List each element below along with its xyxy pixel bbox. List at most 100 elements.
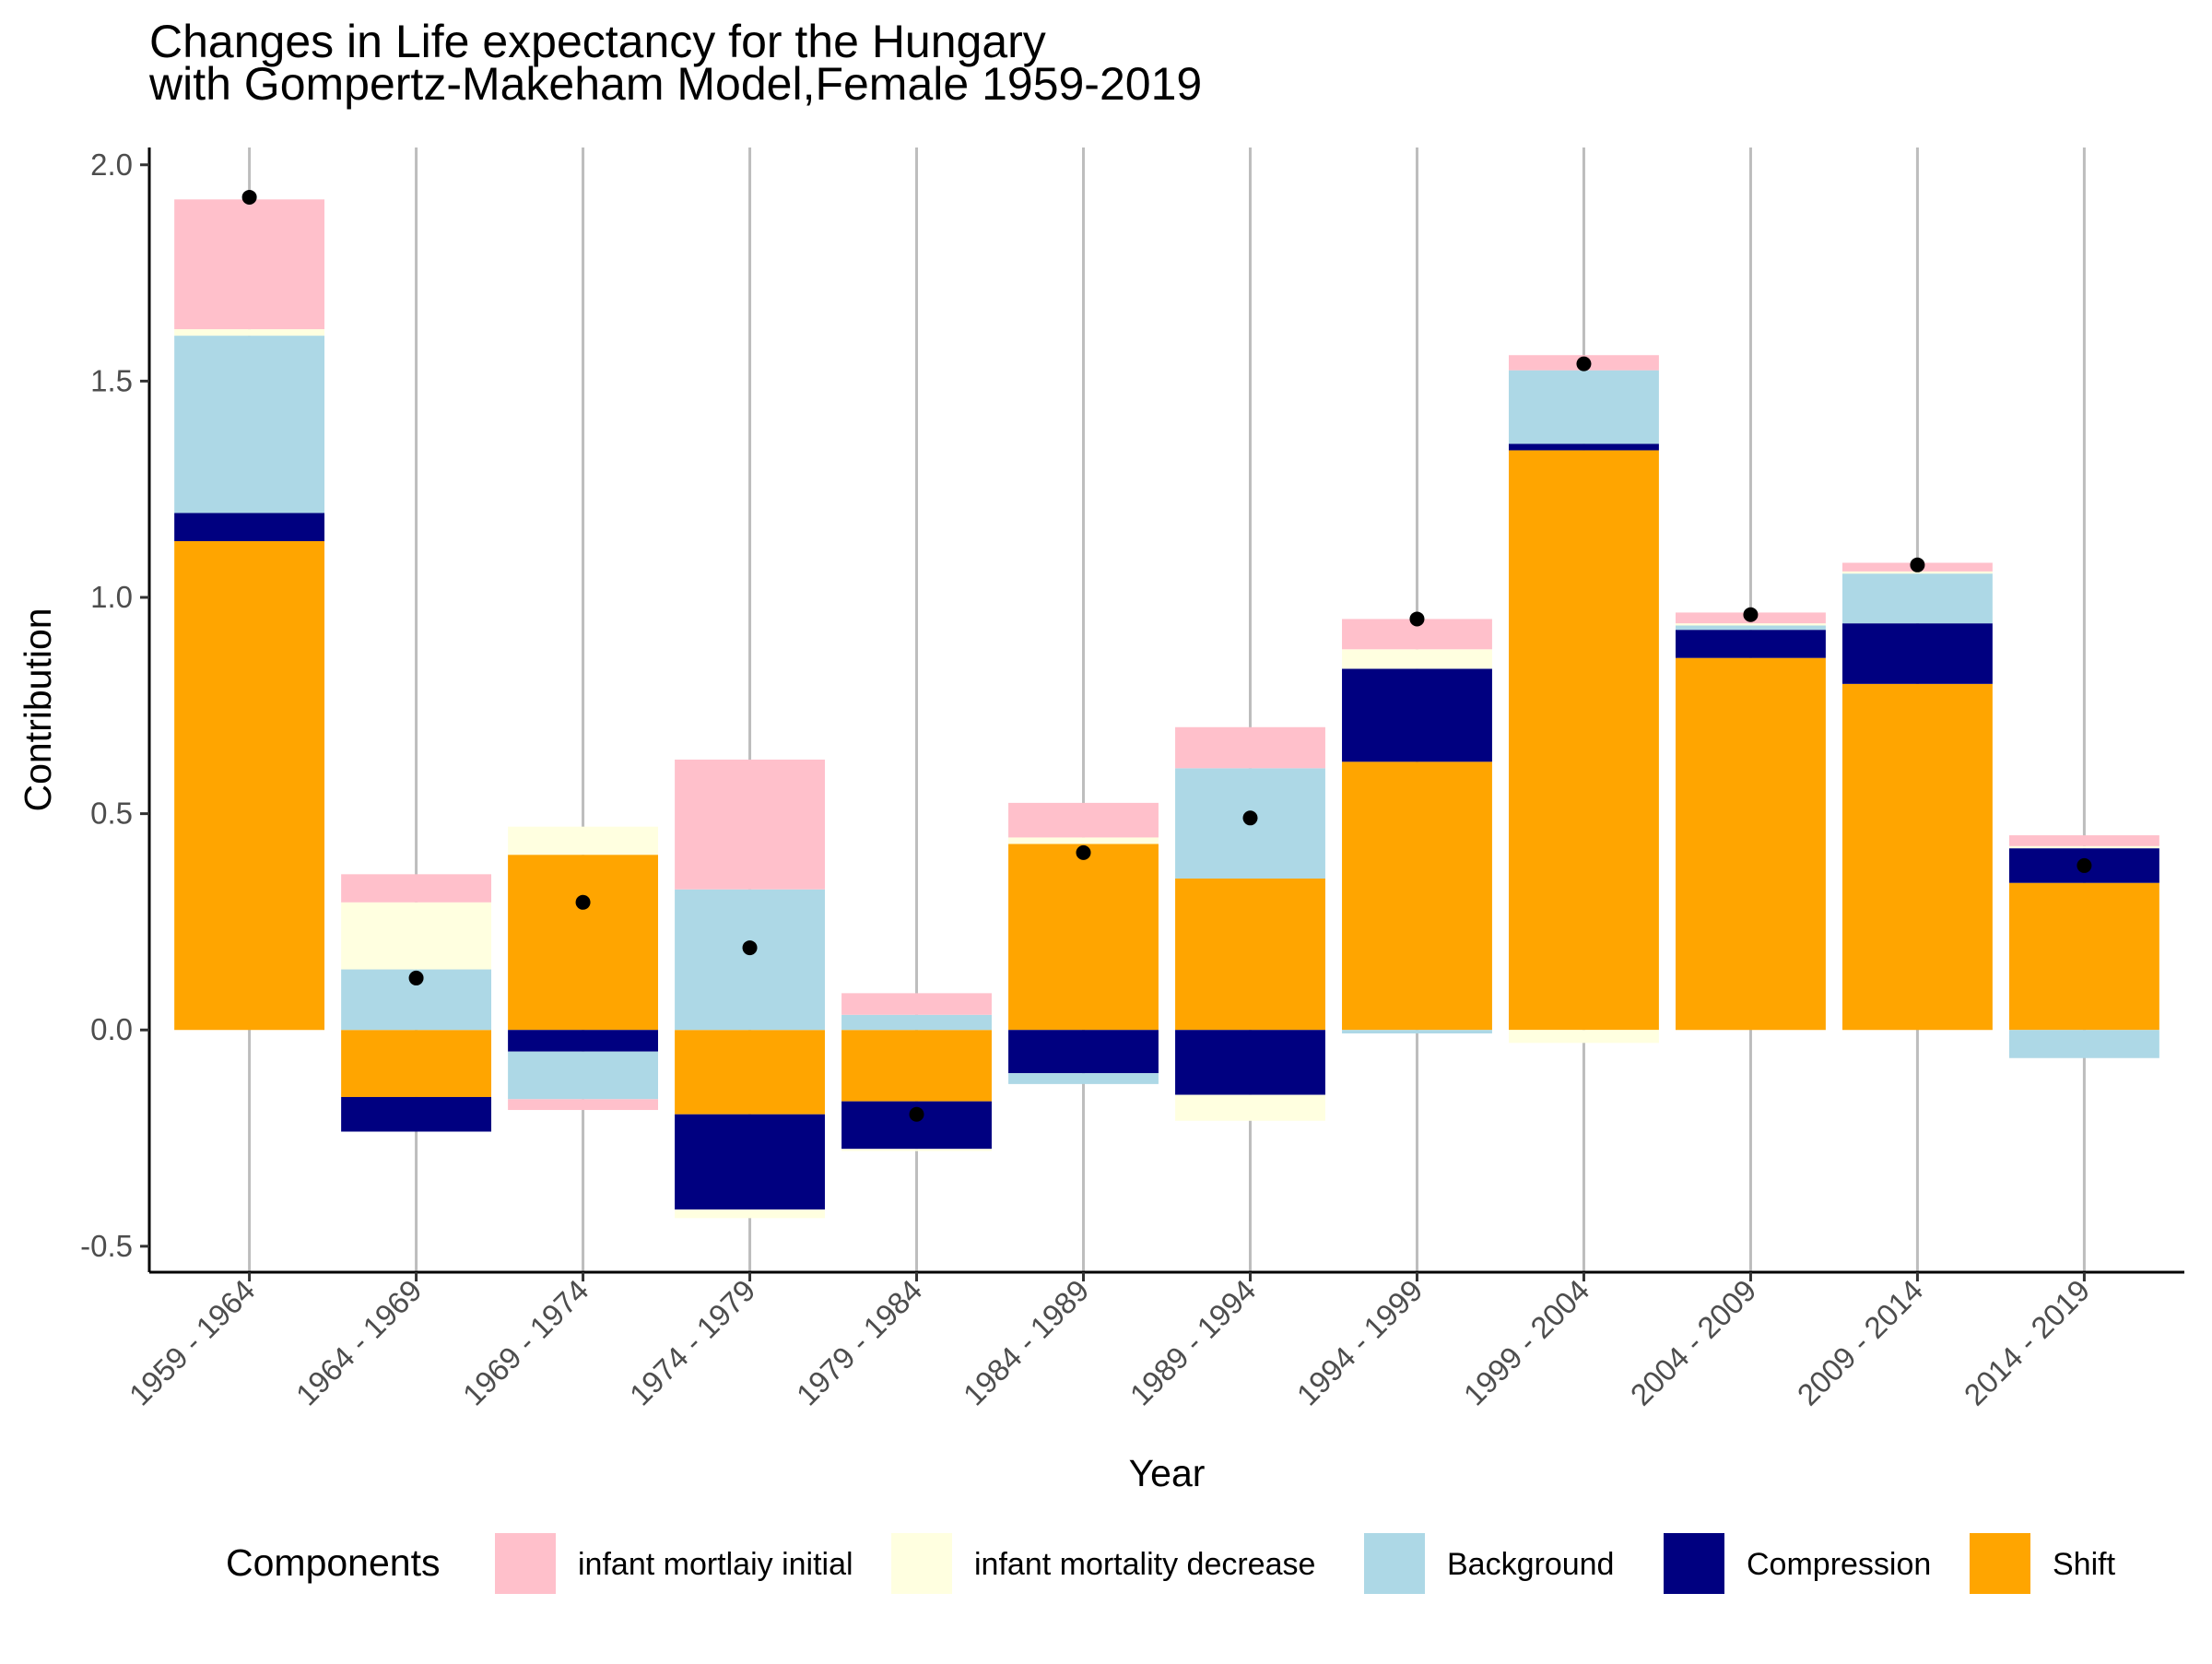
bars-group: [174, 199, 2159, 1219]
bar-segment: [174, 199, 325, 330]
y-tick-label: 0.5: [90, 797, 133, 831]
bar-segment: [675, 1114, 825, 1210]
bar-segment: [1008, 837, 1159, 844]
total-point: [1409, 611, 1425, 627]
bar-segment: [675, 1030, 825, 1115]
bar-segment: [1841, 573, 1993, 624]
x-tick-label: 1974 - 1979: [623, 1273, 762, 1412]
total-point: [1076, 844, 1091, 860]
bar-segment: [508, 855, 658, 1031]
bar-segment: [341, 902, 492, 970]
x-axis-title: Year: [1129, 1452, 1206, 1494]
x-tick-label: 2014 - 2019: [1958, 1273, 2097, 1412]
bar-segment: [1841, 683, 1993, 1031]
total-point: [1910, 557, 1925, 572]
bar-segment: [1509, 450, 1659, 1031]
bar-segment: [508, 826, 658, 856]
bar-segment: [841, 1030, 992, 1102]
total-point: [2077, 857, 2092, 873]
bar-segment: [1175, 726, 1325, 769]
bar-segment: [841, 993, 992, 1015]
bar-segment: [1342, 649, 1492, 669]
legend: Components infant mortlaiy initial infant …: [226, 1533, 2116, 1594]
bar-segment: [1342, 761, 1492, 1031]
legend-swatch: [1970, 1533, 2030, 1594]
y-tick-label: 1.5: [90, 363, 133, 397]
total-point: [1242, 810, 1258, 826]
bar-segment: [1008, 1073, 1159, 1084]
bar-segment: [675, 759, 825, 890]
bar-segment: [341, 874, 492, 903]
x-tick-label: 1964 - 1969: [289, 1273, 429, 1412]
legend-label: Compression: [1747, 1547, 1931, 1582]
x-tick-label: 1979 - 1984: [790, 1273, 929, 1412]
total-point: [575, 894, 591, 910]
bar-segment: [508, 1051, 658, 1100]
bar-segment: [2008, 882, 2159, 1031]
legend-label: Background: [1447, 1547, 1614, 1582]
bar-segment: [1342, 1030, 1492, 1033]
x-tick-label: 1989 - 1994: [1124, 1273, 1263, 1412]
bar-segment: [174, 336, 325, 513]
legend-label: infant mortlaiy initial: [578, 1547, 853, 1582]
bar-segment: [2008, 845, 2159, 849]
bar-segment: [2008, 1030, 2159, 1058]
bar-segment: [1175, 879, 1325, 1031]
bar-segment: [341, 1030, 492, 1097]
legend-swatch: [495, 1533, 556, 1594]
y-tick-label: 0.0: [90, 1012, 133, 1046]
total-point: [1576, 356, 1592, 372]
bar-segment: [1841, 571, 1993, 574]
total-point: [909, 1106, 924, 1122]
bar-segment: [1676, 630, 1826, 658]
total-point: [1743, 607, 1759, 622]
legend-label: infant mortality decrease: [974, 1547, 1315, 1582]
bar-segment: [1008, 802, 1159, 838]
bar-segment: [1175, 1094, 1325, 1121]
x-tick-label: 1999 - 2004: [1457, 1273, 1596, 1412]
y-tick-label: 1.0: [90, 580, 133, 614]
legend-label: Shift: [2053, 1547, 2116, 1582]
y-axis-title: Contribution: [17, 608, 59, 811]
y-tick-label: 2.0: [90, 148, 133, 182]
bar-segment: [1509, 1030, 1659, 1044]
bar-segment: [1676, 625, 1826, 631]
bar-segment: [174, 513, 325, 541]
total-point: [742, 940, 758, 956]
bar-segment: [1008, 1030, 1159, 1074]
total-point: [241, 189, 257, 205]
x-tick-label: 1994 - 1999: [1290, 1273, 1430, 1412]
bar-segment: [1175, 1030, 1325, 1095]
bar-segment: [1676, 657, 1826, 1031]
bar-segment: [341, 1096, 492, 1132]
bar-segment: [508, 1099, 658, 1111]
bar-segment: [1509, 370, 1659, 444]
bar-segment: [2008, 835, 2159, 846]
bar-segment: [675, 1209, 825, 1219]
bar-segment: [1509, 443, 1659, 451]
bar-segment: [1008, 844, 1159, 1031]
y-tick-label: -0.5: [80, 1229, 133, 1263]
chart-title-group: Changes in Life expectancy for the Hunga…: [148, 16, 1202, 110]
bar-segment: [508, 1030, 658, 1052]
x-tick-label: 2004 - 2009: [1624, 1273, 1763, 1412]
legend-swatch: [891, 1533, 952, 1594]
bar-segment: [174, 329, 325, 336]
chart-title-line: Changes in Life expectancy for the Hunga…: [149, 16, 1046, 67]
legend-swatch: [1364, 1533, 1425, 1594]
x-tick-label: 1959 - 1964: [123, 1273, 262, 1412]
bar-segment: [675, 889, 825, 1031]
legend-title: Components: [226, 1541, 440, 1584]
bar-segment: [1841, 623, 1993, 684]
chart-title-line: with Gompertz-Makeham Model,Female 1959-…: [148, 58, 1202, 110]
bar-segment: [1342, 668, 1492, 762]
bar-segment: [841, 1149, 992, 1151]
total-point: [408, 970, 424, 985]
bar-segment: [1676, 623, 1826, 626]
bar-segment: [841, 1014, 992, 1031]
x-tick-label: 1984 - 1989: [957, 1273, 1096, 1412]
total-points-group: [241, 189, 2092, 1122]
legend-swatch: [1664, 1533, 1724, 1594]
